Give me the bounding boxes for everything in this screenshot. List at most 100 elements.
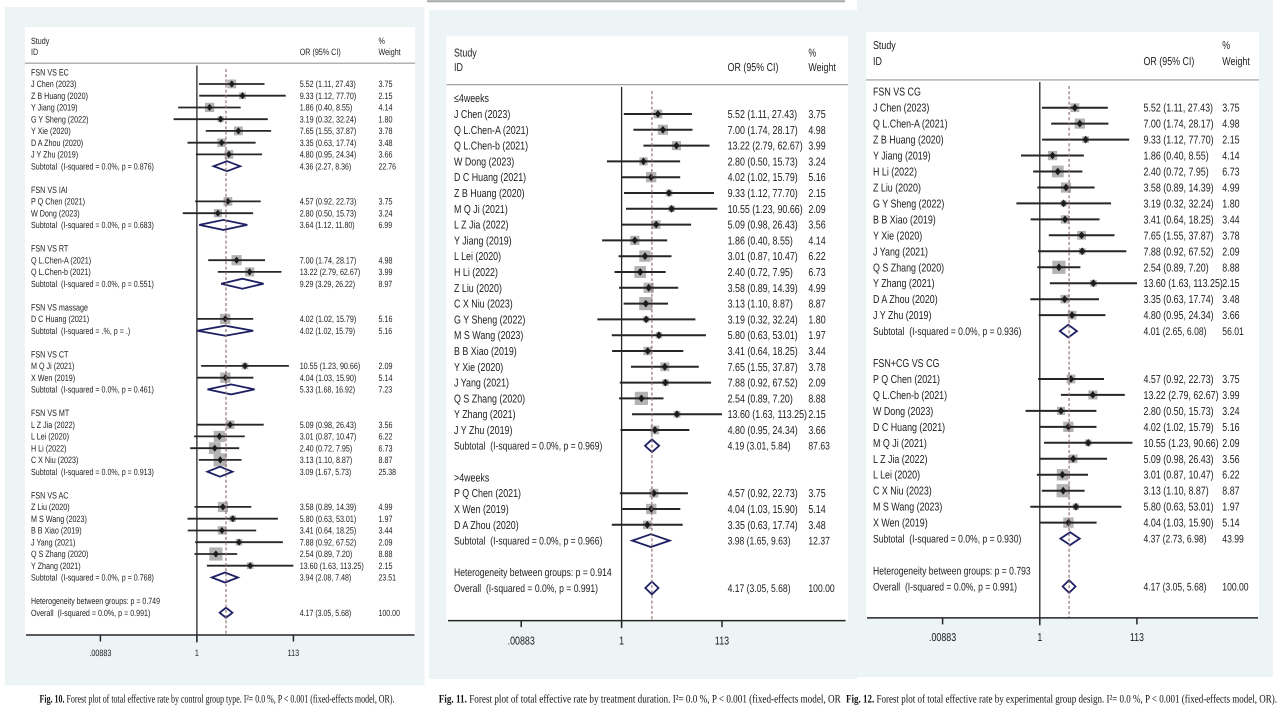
- svg-text:Weight: Weight: [379, 47, 402, 57]
- svg-text:4.36 (2.27, 8.36): 4.36 (2.27, 8.36): [300, 161, 352, 171]
- svg-text:3.58 (0.89, 14.39): 3.58 (0.89, 14.39): [1144, 183, 1214, 195]
- svg-text:G Y Sheng (2022): G Y Sheng (2022): [31, 114, 89, 124]
- svg-text:1.97: 1.97: [808, 330, 825, 342]
- svg-text:3.75: 3.75: [808, 109, 825, 121]
- svg-text:3.75: 3.75: [808, 488, 825, 500]
- svg-text:C X Niu (2023): C X Niu (2023): [873, 486, 932, 498]
- svg-text:4.14: 4.14: [379, 103, 393, 113]
- svg-text:D A Zhou (2020): D A Zhou (2020): [873, 294, 938, 306]
- svg-text:D C Huang (2021): D C Huang (2021): [873, 422, 945, 434]
- svg-text:Y Jiang (2019): Y Jiang (2019): [31, 103, 77, 113]
- svg-text:Y Zhang (2021): Y Zhang (2021): [454, 409, 516, 421]
- svg-text:L Lei (2020): L Lei (2020): [873, 470, 920, 482]
- svg-text:8.87: 8.87: [808, 299, 825, 311]
- svg-text:M Q Ji (2021): M Q Ji (2021): [873, 438, 927, 450]
- svg-text:12.37: 12.37: [808, 536, 829, 548]
- svg-text:Y Jiang (2019): Y Jiang (2019): [873, 151, 931, 163]
- svg-text:3.78: 3.78: [1222, 230, 1239, 242]
- svg-text:4.02 (1.02, 15.79): 4.02 (1.02, 15.79): [300, 326, 355, 336]
- svg-text:B B Xiao (2019): B B Xiao (2019): [31, 526, 82, 536]
- svg-text:Z B Huang (2020): Z B Huang (2020): [873, 135, 944, 147]
- svg-text:10.55 (1.23, 90.66): 10.55 (1.23, 90.66): [728, 204, 803, 216]
- svg-text:3.13 (1.10, 8.87): 3.13 (1.10, 8.87): [1144, 486, 1209, 498]
- svg-text:3.58 (0.89, 14.39): 3.58 (0.89, 14.39): [300, 502, 357, 512]
- svg-text:100.00: 100.00: [379, 608, 400, 618]
- svg-text:4.57 (0.92, 22.73): 4.57 (0.92, 22.73): [1144, 374, 1214, 386]
- svg-text:ID: ID: [873, 56, 882, 68]
- svg-text:OR (95% CI): OR (95% CI): [1144, 56, 1195, 68]
- svg-text:3.94 (2.08, 7.48): 3.94 (2.08, 7.48): [300, 573, 352, 583]
- svg-text:100.00: 100.00: [808, 583, 834, 595]
- svg-text:1.97: 1.97: [1222, 502, 1239, 514]
- svg-text:Y Zhang (2021): Y Zhang (2021): [873, 278, 935, 290]
- svg-text:3.35 (0.63, 17.74): 3.35 (0.63, 17.74): [1144, 294, 1214, 306]
- svg-text:3.75: 3.75: [379, 79, 393, 89]
- svg-text:3.75: 3.75: [1222, 103, 1239, 115]
- svg-text:1.80: 1.80: [808, 314, 825, 326]
- svg-text:2.09: 2.09: [1222, 438, 1239, 450]
- svg-text:Q S Zhang (2020): Q S Zhang (2020): [31, 549, 88, 559]
- svg-text:7.88 (0.92, 67.52): 7.88 (0.92, 67.52): [1144, 246, 1214, 258]
- svg-text:3.24: 3.24: [808, 156, 825, 168]
- svg-text:5.52 (1.11, 27.43): 5.52 (1.11, 27.43): [300, 79, 356, 89]
- svg-text:Y Jiang (2019): Y Jiang (2019): [454, 235, 512, 247]
- svg-text:Subtotal (I-squared = 0.0%, p: Subtotal (I-squared = 0.0%, p = 0.768): [31, 573, 154, 583]
- svg-text:OR (95% CI): OR (95% CI): [300, 47, 341, 57]
- svg-text:4.17 (3.05, 5.68): 4.17 (3.05, 5.68): [1144, 581, 1207, 593]
- svg-text:Heterogeneity between groups:: Heterogeneity between groups: p = 0.749: [31, 596, 160, 606]
- svg-text:13.60 (1.63, 113.25): 13.60 (1.63, 113.25): [728, 409, 808, 421]
- svg-text:2.09: 2.09: [379, 537, 393, 547]
- svg-text:3.56: 3.56: [379, 420, 393, 430]
- svg-text:3.64 (1.12, 11.80): 3.64 (1.12, 11.80): [300, 220, 355, 230]
- svg-text:1: 1: [1037, 632, 1042, 644]
- svg-text:Y Xie (2020): Y Xie (2020): [454, 362, 503, 374]
- svg-text:D C Huang (2021): D C Huang (2021): [31, 314, 89, 324]
- svg-text:4.98: 4.98: [808, 125, 825, 137]
- svg-text:3.99: 3.99: [808, 141, 825, 153]
- svg-text:Study: Study: [454, 47, 477, 59]
- svg-text:Overall (I-squared = 0.0%, p: Overall (I-squared = 0.0%, p = 0.991): [31, 608, 150, 618]
- svg-text:Subtotal (I-squared = 0.0%, p: Subtotal (I-squared = 0.0%, p = 0.913): [31, 467, 154, 477]
- svg-text:3.48: 3.48: [379, 138, 393, 148]
- svg-text:Z B Huang (2020): Z B Huang (2020): [31, 91, 88, 101]
- svg-text:B B Xiao (2019): B B Xiao (2019): [873, 214, 936, 226]
- svg-text:9.29 (3.29, 26.22): 9.29 (3.29, 26.22): [300, 279, 355, 289]
- svg-text:8.88: 8.88: [808, 393, 825, 405]
- svg-text:>4weeks: >4weeks: [454, 472, 490, 484]
- svg-text:Subtotal (I-squared = .%, p =: Subtotal (I-squared = .%, p = .): [31, 326, 130, 336]
- svg-text:1.86 (0.40, 8.55): 1.86 (0.40, 8.55): [300, 103, 353, 113]
- svg-text:2.09: 2.09: [808, 204, 825, 216]
- svg-text:4.04 (1.03, 15.90): 4.04 (1.03, 15.90): [300, 373, 357, 383]
- svg-text:7.23: 7.23: [379, 385, 393, 395]
- svg-text:2.09: 2.09: [379, 361, 393, 371]
- svg-text:13.22 (2.79, 62.67): 13.22 (2.79, 62.67): [1144, 390, 1219, 402]
- svg-text:7.65 (1.55, 37.87): 7.65 (1.55, 37.87): [1144, 230, 1214, 242]
- svg-text:3.19 (0.32, 32.24): 3.19 (0.32, 32.24): [728, 314, 798, 326]
- svg-text:6.73: 6.73: [379, 443, 393, 453]
- svg-text:7.88 (0.92, 67.52): 7.88 (0.92, 67.52): [300, 537, 357, 547]
- svg-text:8.88: 8.88: [379, 549, 393, 559]
- svg-text:Subtotal (I-squared = 0.0%, p: Subtotal (I-squared = 0.0%, p = 0.969): [454, 441, 602, 453]
- svg-text:3.35 (0.63, 17.74): 3.35 (0.63, 17.74): [728, 520, 798, 532]
- svg-text:3.66: 3.66: [808, 425, 825, 437]
- svg-text:1.80: 1.80: [379, 114, 393, 124]
- svg-text:Subtotal (I-squared = 0.0%, p: Subtotal (I-squared = 0.0%, p = 0.876): [31, 161, 154, 171]
- svg-text:J Y Zhu (2019): J Y Zhu (2019): [873, 310, 932, 322]
- svg-text:J Chen (2023): J Chen (2023): [31, 79, 76, 89]
- svg-text:5.52 (1.11, 27.43): 5.52 (1.11, 27.43): [728, 109, 798, 121]
- svg-text:6.73: 6.73: [808, 267, 825, 279]
- svg-text:13.22 (2.79, 62.67): 13.22 (2.79, 62.67): [300, 267, 361, 277]
- svg-text:3.66: 3.66: [379, 150, 393, 160]
- svg-text:2.80 (0.50, 15.73): 2.80 (0.50, 15.73): [300, 208, 357, 218]
- svg-text:4.14: 4.14: [808, 235, 825, 247]
- svg-text:.00883: .00883: [508, 635, 535, 647]
- svg-text:M Q Ji (2021): M Q Ji (2021): [454, 204, 508, 216]
- svg-text:3.48: 3.48: [1222, 294, 1239, 306]
- svg-text:6.99: 6.99: [379, 220, 393, 230]
- svg-text:9.33 (1.12, 77.70): 9.33 (1.12, 77.70): [1144, 135, 1214, 147]
- svg-text:Q L.Chen-A (2021): Q L.Chen-A (2021): [31, 255, 91, 265]
- svg-text:5.80 (0.63, 53.01): 5.80 (0.63, 53.01): [1144, 502, 1214, 514]
- svg-text:4.99: 4.99: [1222, 183, 1239, 195]
- svg-text:Subtotal (I-squared = 0.0%, p: Subtotal (I-squared = 0.0%, p = 0.936): [873, 326, 1021, 338]
- svg-text:C X Niu (2023): C X Niu (2023): [454, 299, 513, 311]
